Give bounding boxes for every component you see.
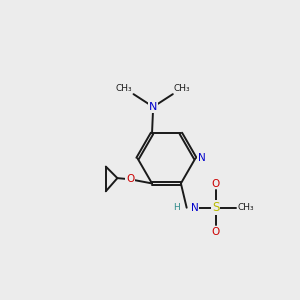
Text: S: S [212, 201, 219, 214]
Text: O: O [212, 179, 220, 189]
Text: N: N [191, 203, 199, 213]
Text: H: H [173, 203, 180, 212]
Text: CH₃: CH₃ [237, 203, 254, 212]
Text: O: O [212, 226, 220, 237]
Text: CH₃: CH₃ [116, 83, 132, 92]
Text: O: O [126, 174, 134, 184]
Text: N: N [198, 153, 206, 164]
Text: N: N [149, 102, 158, 112]
Text: CH₃: CH₃ [174, 83, 190, 92]
